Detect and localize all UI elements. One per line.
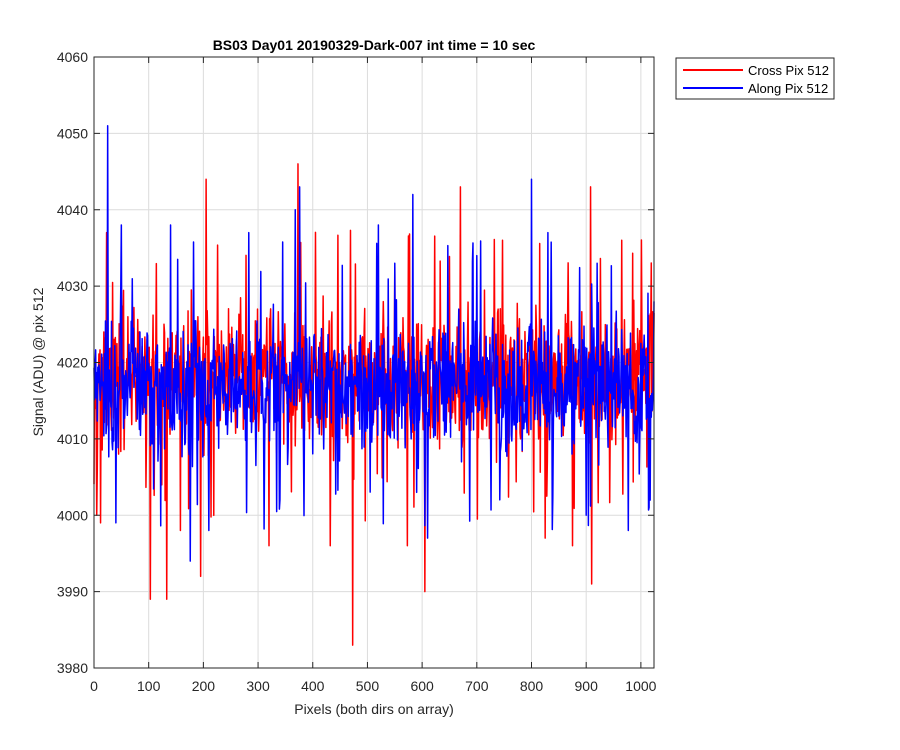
chart-title: BS03 Day01 20190329-Dark-007 int time = … (213, 37, 536, 53)
y-tick-label: 4000 (57, 507, 88, 523)
x-tick-label: 200 (192, 678, 216, 694)
series-layer (93, 124, 655, 646)
x-tick-label: 800 (520, 678, 544, 694)
x-tick-label: 100 (137, 678, 161, 694)
legend-label-cross: Cross Pix 512 (748, 63, 829, 78)
series-line-along-pix-512 (93, 124, 655, 562)
legend: Cross Pix 512 Along Pix 512 (675, 57, 835, 100)
legend-box (675, 57, 835, 100)
x-tick-label: 0 (90, 678, 98, 694)
x-axis-ticks (93, 57, 642, 668)
y-tick-label: 4010 (57, 431, 88, 447)
y-axis-label: Signal (ADU) @ pix 512 (30, 287, 46, 436)
y-tick-label: 4040 (57, 202, 88, 218)
y-tick-label: 4020 (57, 355, 88, 371)
x-tick-label: 300 (246, 678, 270, 694)
x-tick-label: 500 (356, 678, 380, 694)
x-tick-label: 1000 (625, 678, 656, 694)
legend-label-along: Along Pix 512 (748, 81, 828, 96)
y-tick-label: 3990 (57, 584, 88, 600)
x-tick-label: 400 (301, 678, 325, 694)
y-tick-label: 4060 (57, 49, 88, 65)
y-axis-tick-labels: 3980 3990 4000 4010 4020 4030 4040 4050 4060 (57, 49, 88, 676)
x-axis-tick-labels: 0 100 200 300 400 500 600 700 800 900 1000 (90, 678, 657, 694)
x-tick-label: 900 (575, 678, 599, 694)
y-tick-label: 3980 (57, 660, 88, 676)
y-tick-label: 4030 (57, 278, 88, 294)
x-axis-label: Pixels (both dirs on array) (294, 701, 454, 717)
y-tick-label: 4050 (57, 125, 88, 141)
x-tick-label: 700 (465, 678, 489, 694)
y-axis-ticks (94, 56, 654, 669)
x-tick-label: 600 (410, 678, 434, 694)
